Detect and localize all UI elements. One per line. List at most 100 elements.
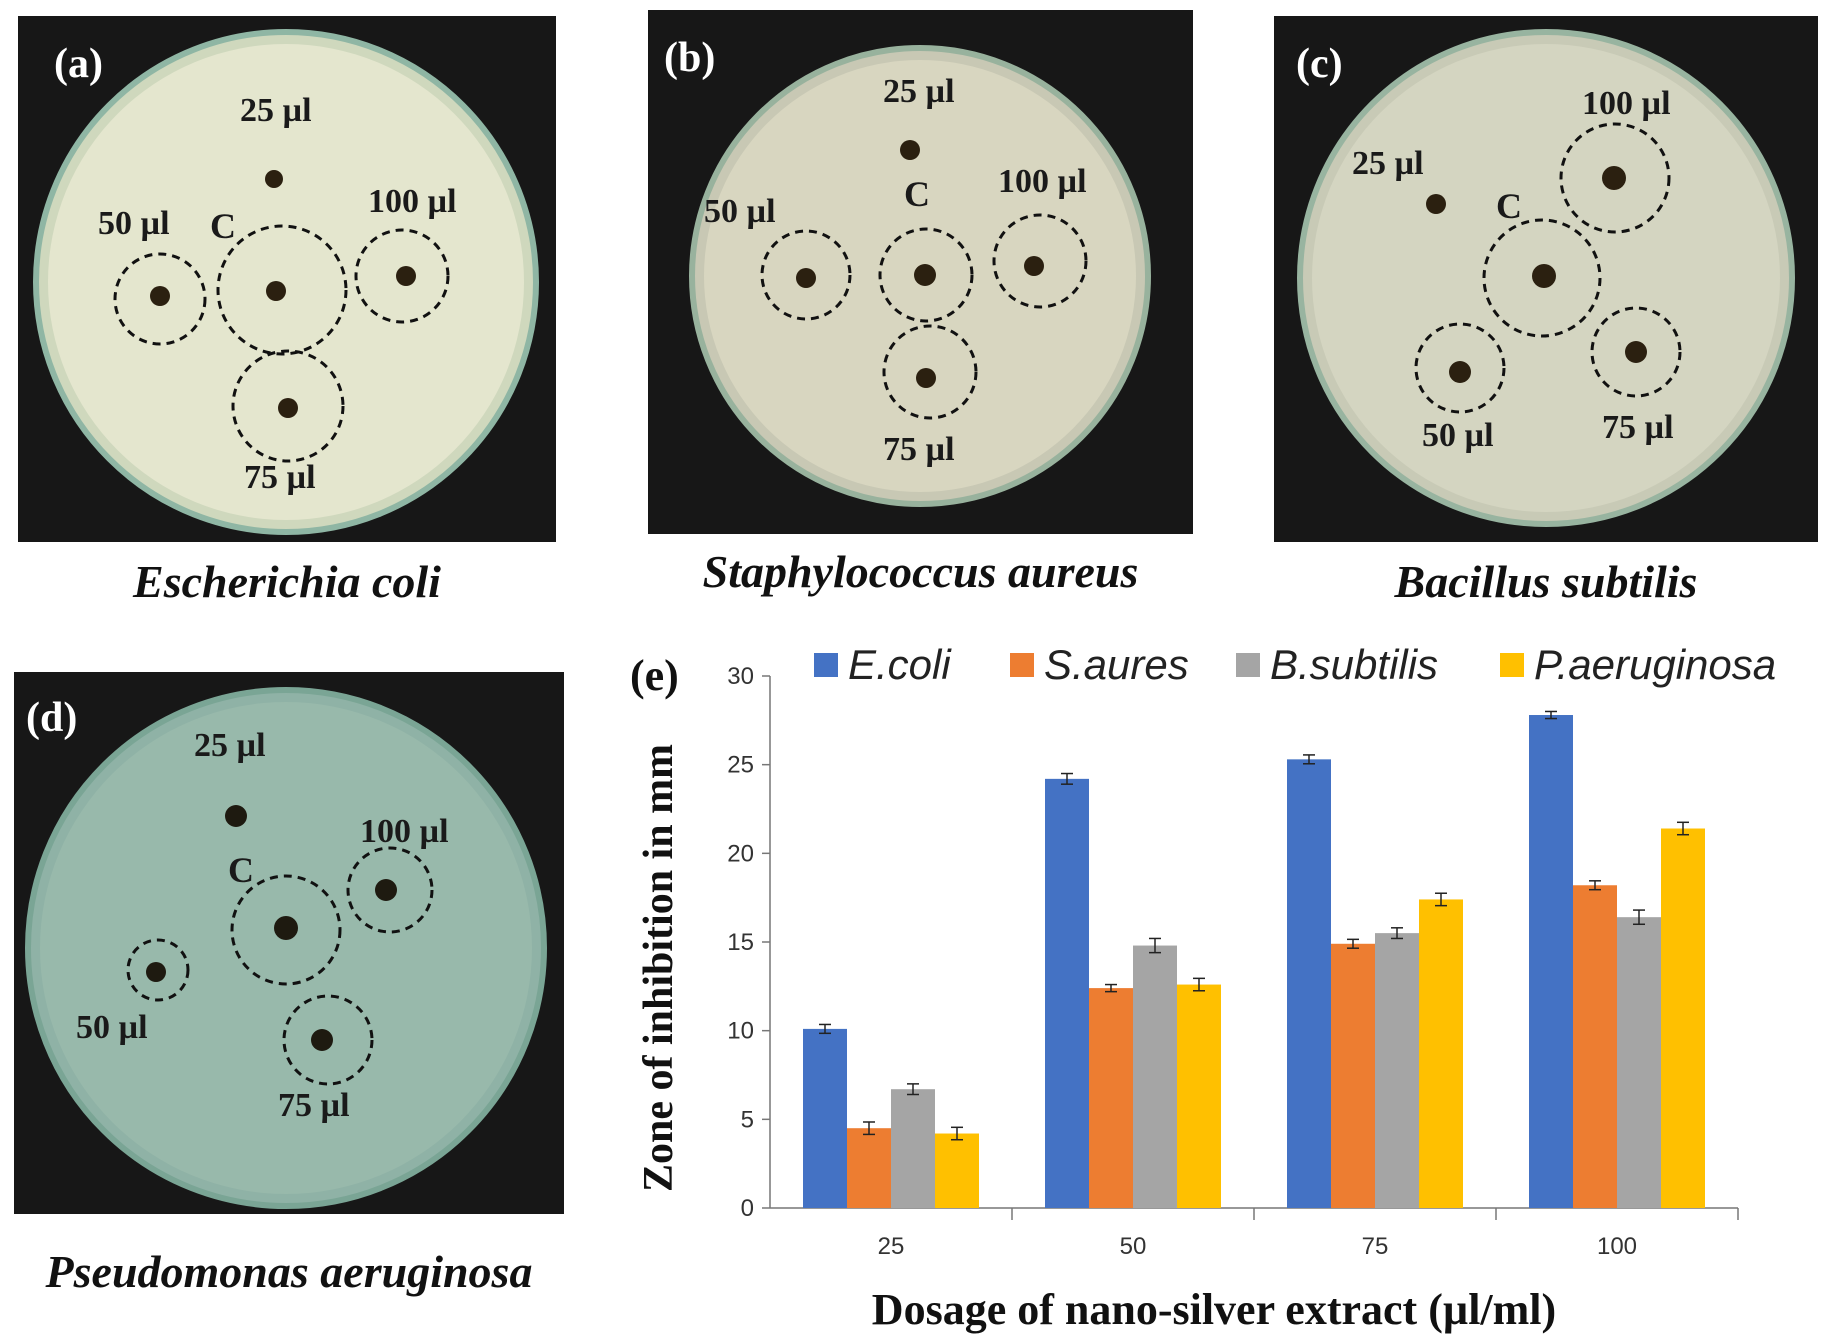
zone-d-c — [230, 874, 342, 986]
bar-P.aeruginosa-50 — [1177, 984, 1221, 1208]
caption-c: Bacillus subtilis — [1394, 556, 1698, 607]
caption-d: Pseudomonas aeruginosa — [45, 1246, 533, 1297]
well-label-100: 100 µl — [360, 813, 449, 850]
legend-label-B.subtilis: B.subtilis — [1270, 641, 1438, 688]
bar-E.coli-25 — [803, 1028, 847, 1208]
well-b-c — [914, 264, 936, 286]
zone-b-100 — [992, 213, 1088, 309]
bar-B.subtilis-75 — [1375, 933, 1419, 1208]
bar-S.aures-100 — [1573, 885, 1617, 1208]
well-label-75: 75 µl — [278, 1087, 350, 1124]
zone-d-100 — [346, 846, 434, 934]
petri-dish-b: 25 µl 50 µl C 100 µl 75 µl — [689, 45, 1151, 507]
zone-c-50 — [1414, 322, 1506, 414]
well-label-25: 25 µl — [194, 727, 266, 764]
panel-label-c: (c) — [1296, 41, 1343, 87]
well-label-50: 50 µl — [704, 193, 776, 230]
well-d-100 — [375, 879, 397, 901]
bar-S.aures-25 — [847, 1128, 891, 1208]
x-tick-label: 50 — [1120, 1233, 1147, 1260]
well-label-50: 50 µl — [98, 205, 170, 242]
bar-B.subtilis-50 — [1133, 945, 1177, 1208]
well-label-50: 50 µl — [76, 1009, 148, 1046]
legend-swatch-P.aeruginosa — [1500, 653, 1524, 677]
petri-panel-d: 25 µl 100 µl C 50 µl 75 µl (d) — [14, 672, 564, 1214]
y-tick-label: 10 — [727, 1018, 754, 1045]
well-label-100: 100 µl — [998, 163, 1087, 200]
panel-label-d: (d) — [26, 695, 78, 741]
petri-dish-d: 25 µl 100 µl C 50 µl 75 µl — [25, 687, 547, 1209]
y-tick-label: 25 — [727, 752, 754, 779]
zone-c-c — [1482, 218, 1602, 338]
bar-P.aeruginosa-25 — [935, 1133, 979, 1208]
x-axis-title: Dosage of nano-silver extract (µl/ml) — [872, 1285, 1556, 1334]
bar-E.coli-100 — [1529, 715, 1573, 1208]
panel-label-a: (a) — [54, 41, 103, 87]
legend-label-E.coli: E.coli — [848, 641, 952, 688]
bar-B.subtilis-100 — [1617, 917, 1661, 1208]
well-label-75: 75 µl — [244, 459, 316, 496]
well-label-100: 100 µl — [368, 183, 457, 220]
well-label-50: 50 µl — [1422, 417, 1494, 454]
well-label-25: 25 µl — [1352, 145, 1424, 182]
bar-S.aures-75 — [1331, 943, 1375, 1208]
y-tick-label: 15 — [727, 929, 754, 956]
well-a-c — [266, 281, 286, 301]
y-tick-label: 0 — [741, 1195, 754, 1222]
zone-a-100 — [354, 228, 450, 324]
legend-swatch-S.aures — [1010, 653, 1034, 677]
control-label: C — [210, 206, 236, 246]
zone-b-75 — [882, 324, 978, 420]
zone-b-c — [878, 227, 974, 323]
well-d-50 — [146, 962, 166, 982]
zone-b-50 — [760, 229, 852, 321]
legend-swatch-E.coli — [814, 653, 838, 677]
zone-a-c — [216, 224, 348, 356]
caption-b: Staphylococcus aureus — [702, 546, 1139, 597]
petri-panel-b: 25 µl 50 µl C 100 µl 75 µl (b) — [648, 10, 1193, 534]
well-a-100 — [396, 266, 416, 286]
zone-d-50 — [126, 938, 190, 1002]
bar-E.coli-75 — [1287, 759, 1331, 1208]
bar-E.coli-50 — [1045, 778, 1089, 1208]
zone-c-75 — [1590, 306, 1682, 398]
x-tick-label: 25 — [878, 1233, 905, 1260]
x-tick-label: 100 — [1597, 1233, 1637, 1260]
well-c-c — [1532, 264, 1556, 288]
bar-P.aeruginosa-75 — [1419, 899, 1463, 1208]
zone-c-100 — [1559, 122, 1671, 234]
well-d-c — [274, 916, 298, 940]
petri-dish-a: 25 µl 50 µl C 100 µl 75 µl — [33, 29, 539, 535]
y-axis-title: Zone of inhibition in mm — [636, 744, 682, 1192]
well-c-25 — [1426, 194, 1446, 214]
well-label-75: 75 µl — [883, 431, 955, 468]
well-a-25 — [265, 170, 283, 188]
x-tick-label: 75 — [1362, 1233, 1389, 1260]
zone-d-75 — [282, 994, 374, 1086]
legend-label-P.aeruginosa: P.aeruginosa — [1534, 641, 1776, 688]
well-d-25 — [225, 805, 247, 827]
well-c-75 — [1625, 341, 1647, 363]
control-label: C — [228, 850, 254, 890]
well-b-75 — [916, 368, 936, 388]
zone-a-75 — [231, 349, 345, 463]
legend-label-S.aures: S.aures — [1044, 641, 1189, 688]
well-c-100 — [1602, 166, 1626, 190]
petri-panel-a: 25 µl 50 µl C 100 µl 75 µl (a) — [18, 16, 556, 542]
petri-dish-c: 25 µl 100 µl C 50 µl 75 µl — [1297, 29, 1795, 527]
well-a-50 — [150, 286, 170, 306]
well-label-100: 100 µl — [1582, 85, 1671, 122]
bar-P.aeruginosa-100 — [1661, 828, 1705, 1208]
bar-S.aures-50 — [1089, 988, 1133, 1208]
well-d-75 — [311, 1029, 333, 1051]
well-a-75 — [278, 398, 298, 418]
well-label-25: 25 µl — [240, 92, 312, 129]
control-label: C — [1496, 186, 1522, 226]
bar-B.subtilis-25 — [891, 1089, 935, 1208]
y-tick-label: 30 — [727, 663, 754, 690]
legend-swatch-B.subtilis — [1236, 653, 1260, 677]
caption-a: Escherichia coli — [133, 556, 441, 607]
panel-label-e: (e) — [630, 651, 679, 700]
y-tick-label: 20 — [727, 840, 754, 867]
